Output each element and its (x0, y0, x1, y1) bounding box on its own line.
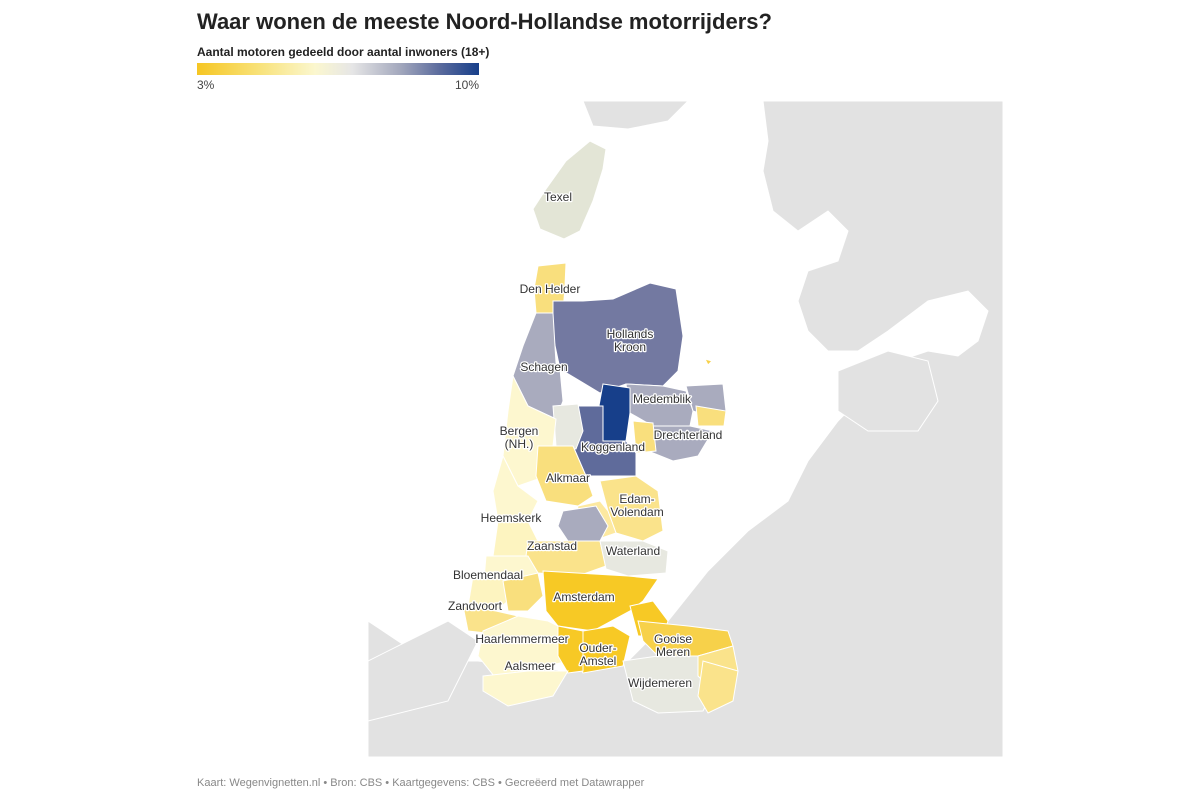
source-footer: Kaart: Wegenvignetten.nl • Bron: CBS • K… (197, 777, 645, 789)
label-koggenland: Koggenland (581, 440, 645, 454)
label-ouder-amstel-2: Amstel (580, 654, 617, 668)
label-haarlemmermeer: Haarlemmermeer (475, 632, 568, 646)
region-waterland (599, 540, 669, 577)
region-amsterdam (542, 570, 659, 632)
surrounding-land (368, 101, 1003, 757)
label-den-helder: Den Helder (520, 282, 581, 296)
chart-title: Waar wonen de meeste Noord-Hollandse mot… (197, 9, 772, 34)
label-aalsmeer: Aalsmeer (505, 659, 556, 673)
label-edam-2: Volendam (610, 505, 663, 519)
region-haarlem (502, 572, 544, 612)
label-bergen-2: (NH.) (505, 437, 534, 451)
label-wijdemeren: Wijdemeren (628, 676, 692, 690)
map-labels: Texel Den Helder Hollands Kroon Schagen … (447, 189, 724, 692)
label-drechterland: Drechterland (654, 428, 723, 442)
region-stede-broec (695, 405, 727, 427)
region-aalsmeer (482, 670, 569, 707)
legend-color-scale (197, 63, 479, 75)
label-zaanstad: Zaanstad (527, 539, 577, 553)
legend-max-label: 10% (454, 78, 479, 92)
label-hollands-kroon-1: Hollands (607, 327, 654, 341)
label-heemskerk: Heemskerk (481, 511, 543, 525)
label-bloemendaal: Bloemendaal (453, 568, 523, 582)
region-alkmaar (535, 445, 594, 507)
label-zandvoort: Zandvoort (448, 599, 503, 613)
region-bloemendaal (467, 575, 509, 612)
region-medemblik (625, 383, 694, 430)
label-hollands-kroon-2: Kroon (614, 340, 646, 354)
label-gooise-1: Gooise (654, 632, 692, 646)
label-gooise-2: Meren (656, 645, 690, 659)
label-amsterdam: Amsterdam (553, 590, 614, 604)
label-medemblik: Medemblik (633, 392, 692, 406)
region-amstelveen (557, 625, 584, 674)
label-schagen: Schagen (520, 360, 567, 374)
region-heerhugowaard (552, 403, 584, 450)
municipalities (462, 140, 739, 714)
region-texel (532, 140, 607, 240)
label-edam-1: Edam- (619, 492, 654, 506)
region-hilversum (697, 660, 739, 714)
choropleth-map: Texel Den Helder Hollands Kroon Schagen … (368, 101, 1003, 757)
label-alkmaar: Alkmaar (546, 471, 590, 485)
label-texel: Texel (544, 190, 572, 204)
label-bergen-1: Bergen (500, 424, 539, 438)
label-waterland: Waterland (606, 544, 660, 558)
legend-min-label: 3% (197, 78, 215, 92)
region-hoorn (632, 420, 657, 454)
legend-title: Aantal motoren gedeeld door aantal inwon… (197, 45, 490, 59)
label-ouder-amstel-1: Ouder- (579, 641, 616, 655)
region-urk-dot (704, 358, 713, 366)
